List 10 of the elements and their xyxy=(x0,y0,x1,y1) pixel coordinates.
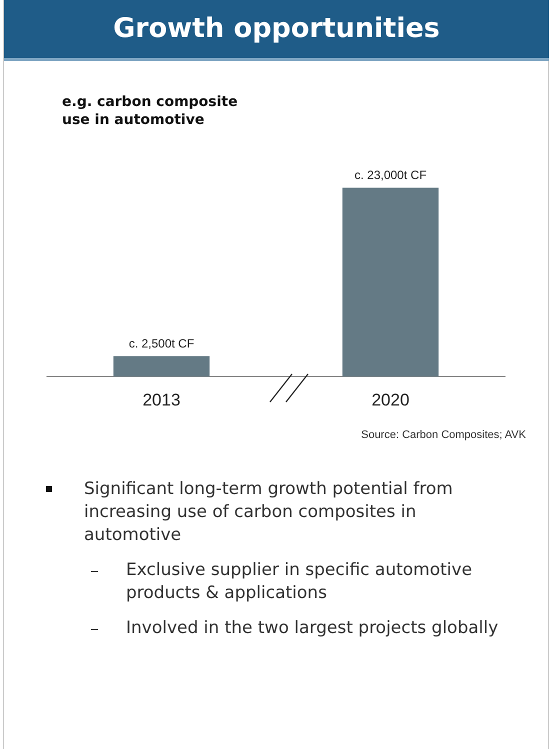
data-label: c. 2,500t CF xyxy=(128,336,194,350)
data-label: c. 23,000t CF xyxy=(354,168,427,182)
text: Exclusive supplier in specific automotive products & applications xyxy=(125,559,474,605)
source-note: Source: Carbon Composites; AVK xyxy=(361,429,526,441)
chart-title: Growth opportunities xyxy=(4,0,549,61)
x-tick-label: 2020 xyxy=(372,390,410,410)
text: Significant long-term growth potential from increasing use of carbon composites in automotive xyxy=(83,478,454,547)
chart-subtitle: e.g. carbon composite use in automotive xyxy=(62,93,239,129)
x-tick-label: 2013 xyxy=(142,390,180,410)
text: Involved in the two largest projects globally xyxy=(125,617,500,640)
